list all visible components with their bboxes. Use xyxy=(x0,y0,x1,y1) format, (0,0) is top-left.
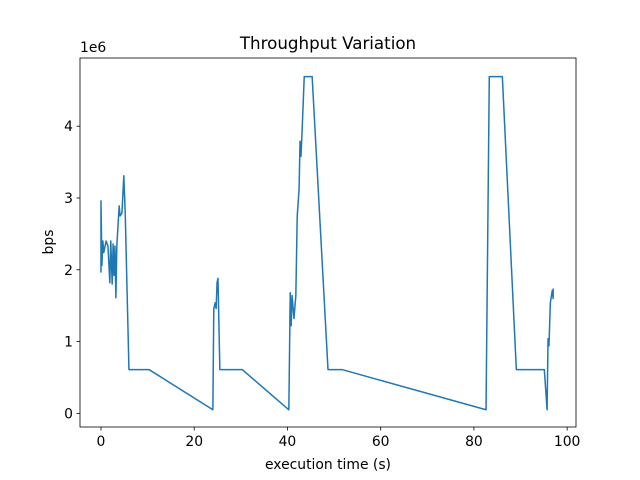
y-tick-label: 2 xyxy=(64,263,73,279)
y-axis-label: bps xyxy=(41,230,57,255)
y-tick-label: 0 xyxy=(64,406,73,422)
chart-title: Throughput Variation xyxy=(239,33,416,53)
x-tick-label: 100 xyxy=(554,434,581,450)
x-tick-label: 0 xyxy=(97,434,106,450)
y-offset-label: 1e6 xyxy=(80,40,106,56)
y-tick-label: 3 xyxy=(64,191,73,207)
x-tick-label: 40 xyxy=(279,434,297,450)
y-tick-label: 1 xyxy=(64,335,73,351)
y-tick-label: 4 xyxy=(64,119,73,135)
data-line xyxy=(100,75,554,411)
x-axis-label: execution time (s) xyxy=(265,457,391,473)
axes-frame xyxy=(79,57,577,428)
x-tick-label: 20 xyxy=(185,434,203,450)
x-tick-label: 60 xyxy=(372,434,390,450)
x-tick-label: 80 xyxy=(465,434,483,450)
